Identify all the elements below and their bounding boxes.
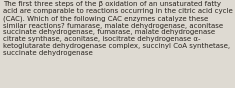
Text: The first three steps of the β oxidation of an unsaturated fatty
acid are compar: The first three steps of the β oxidation… [3, 1, 233, 56]
